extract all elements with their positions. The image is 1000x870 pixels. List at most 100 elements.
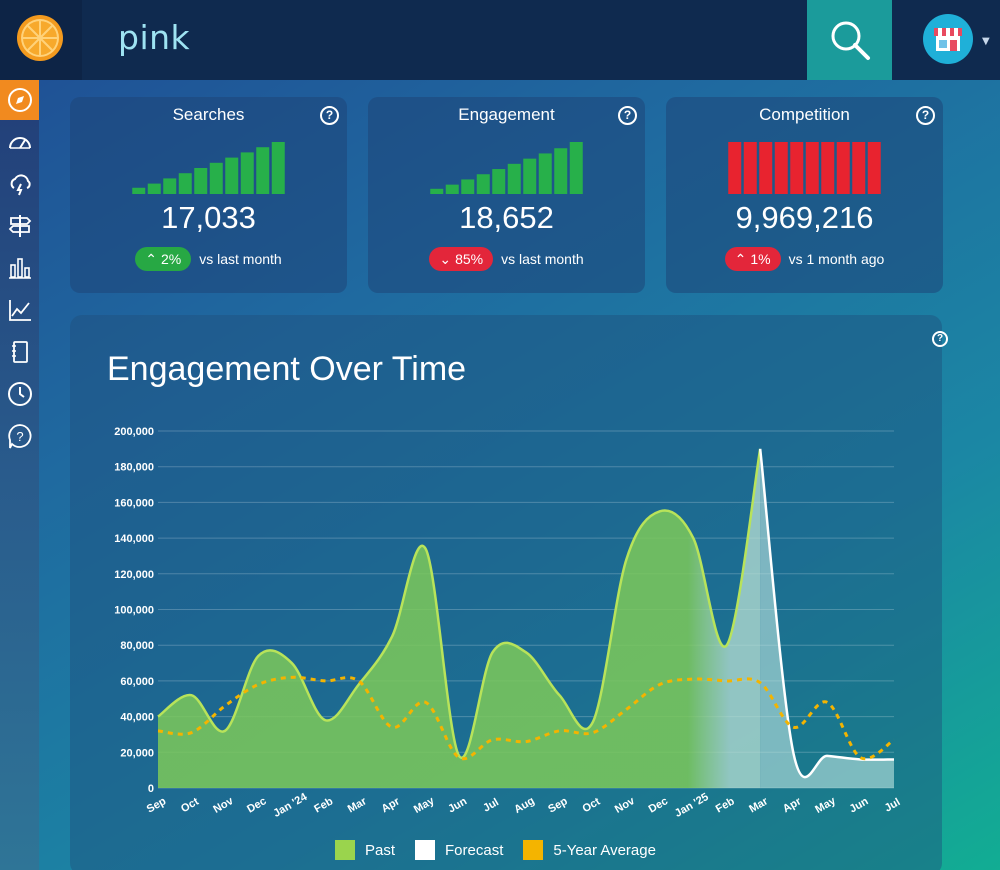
mini-bar	[759, 142, 773, 194]
y-tick-label: 60,000	[120, 676, 154, 688]
card-title: Searches	[172, 105, 245, 124]
card-searches: Searches ? 17,033 ⌃ 2% vs last month	[70, 97, 347, 293]
legend-swatch	[335, 840, 355, 860]
sidebar-item-bar-chart[interactable]	[0, 248, 39, 288]
orange-slice-icon	[17, 15, 63, 61]
signpost-icon	[8, 215, 31, 237]
sidebar-item-signpost[interactable]	[0, 206, 39, 246]
change-badge: ⌃ 1%	[724, 247, 781, 271]
legend-swatch	[415, 840, 436, 860]
card-value: 17,033	[161, 200, 256, 235]
x-tick-label: Jan '25	[673, 791, 711, 820]
svg-text:?: ?	[16, 429, 23, 444]
legend-label: Forecast	[445, 841, 504, 859]
engagement-chart[interactable]: 0 20,000 40,000 60,000 80,000 100,000 120,000 1…	[90, 415, 920, 835]
logo-container[interactable]	[0, 0, 82, 80]
speedometer-icon	[8, 137, 31, 149]
mini-bar	[240, 152, 254, 194]
x-tick-label: Oct	[179, 795, 201, 815]
change-value: 1%	[750, 251, 771, 267]
mini-bar	[523, 158, 537, 194]
storefront-icon	[934, 28, 962, 51]
x-tick-label: Jun	[446, 795, 469, 815]
mini-bar	[774, 142, 788, 194]
x-tick-label: Nov	[613, 795, 638, 816]
mini-bar	[476, 174, 490, 194]
mini-bar	[194, 168, 208, 194]
chart-title: Engagement Over Time	[107, 350, 467, 388]
search-icon	[831, 21, 870, 60]
y-tick-label: 120,000	[114, 569, 154, 581]
mini-bar	[790, 142, 804, 194]
mini-bar	[209, 162, 223, 194]
legend-label: 5-Year Average	[553, 841, 656, 859]
sidebar-item-speedometer[interactable]	[0, 122, 39, 162]
card-title: Engagement	[458, 105, 555, 124]
x-tick-label: Sep	[145, 795, 169, 816]
sidebar-item-cloud[interactable]	[0, 164, 39, 204]
x-tick-label: May	[813, 794, 838, 816]
arrow-up-icon: ⌃	[734, 250, 747, 267]
mini-bar	[554, 148, 568, 194]
change-badge: ⌃ 2%	[135, 247, 192, 271]
y-tick-label: 20,000	[120, 747, 154, 759]
sidebar-item-line-chart[interactable]	[0, 290, 39, 330]
arrow-up-icon: ⌃	[145, 250, 157, 267]
sidebar-item-help[interactable]: ?	[0, 416, 39, 456]
x-tick-label: Oct	[580, 795, 602, 815]
sidebar-item-notebook[interactable]	[0, 332, 39, 372]
change-row: ⌃ 1% vs 1 month ago	[666, 247, 943, 271]
y-tick-label: 40,000	[120, 712, 154, 724]
past-line	[157, 448, 762, 760]
mini-bar	[163, 178, 177, 194]
mini-bar	[852, 142, 866, 194]
help-icon[interactable]: ?	[320, 106, 339, 125]
legend-label: Past	[365, 841, 396, 859]
legend-swatch	[523, 840, 544, 860]
search-button[interactable]	[807, 0, 892, 80]
x-tick-label: May	[412, 794, 437, 816]
mini-bar	[445, 184, 459, 194]
y-tick-label: 0	[148, 783, 154, 795]
legend-item-5-year-average[interactable]: 5-Year Average	[523, 840, 656, 860]
chevron-down-icon[interactable]: ▼	[982, 36, 990, 47]
mini-bar	[836, 142, 850, 194]
y-tick-label: 180,000	[114, 462, 154, 474]
sidebar-item-compass[interactable]	[0, 80, 39, 120]
card-engagement: Engagement ? 18,652 ⌄ 85% vs last month	[368, 97, 645, 293]
mini-bar	[178, 173, 192, 194]
cloud-lightning-icon	[10, 174, 31, 196]
x-tick-label: Jun	[848, 795, 871, 815]
sidebar-item-clock[interactable]	[0, 374, 39, 414]
bar-chart-icon	[8, 258, 31, 279]
legend-item-forecast[interactable]: Forecast	[415, 840, 503, 860]
x-tick-label: Nov	[211, 795, 236, 816]
mini-bar-chart	[728, 142, 881, 194]
past-area	[158, 448, 761, 788]
arrow-down-icon: ⌄	[439, 250, 452, 267]
x-tick-label: Apr	[379, 795, 402, 815]
mini-bar	[132, 187, 146, 194]
mini-bar	[256, 147, 270, 194]
mini-bar	[461, 179, 475, 194]
mini-bar	[728, 142, 742, 194]
legend-item-past[interactable]: Past	[335, 840, 395, 860]
card-value: 18,652	[459, 200, 554, 235]
x-tick-label: Jan '24	[271, 791, 310, 820]
help-icon[interactable]: ?	[618, 106, 637, 125]
help-icon[interactable]: ?	[916, 106, 935, 125]
compare-label: vs last month	[199, 251, 282, 267]
mini-bar	[569, 142, 583, 194]
y-tick-label: 80,000	[120, 640, 154, 652]
help-icon[interactable]: ?	[932, 331, 948, 347]
mini-bar	[821, 142, 835, 194]
forecast-area	[760, 448, 894, 788]
mini-bar-chart	[132, 142, 285, 194]
search-query[interactable]: pink	[118, 18, 191, 57]
avatar[interactable]	[923, 14, 973, 64]
x-tick-label: Feb	[312, 795, 335, 815]
y-tick-label: 160,000	[114, 497, 154, 509]
sidebar: ?	[0, 80, 39, 870]
compare-label: vs 1 month ago	[788, 251, 885, 267]
mini-bar	[430, 188, 444, 194]
